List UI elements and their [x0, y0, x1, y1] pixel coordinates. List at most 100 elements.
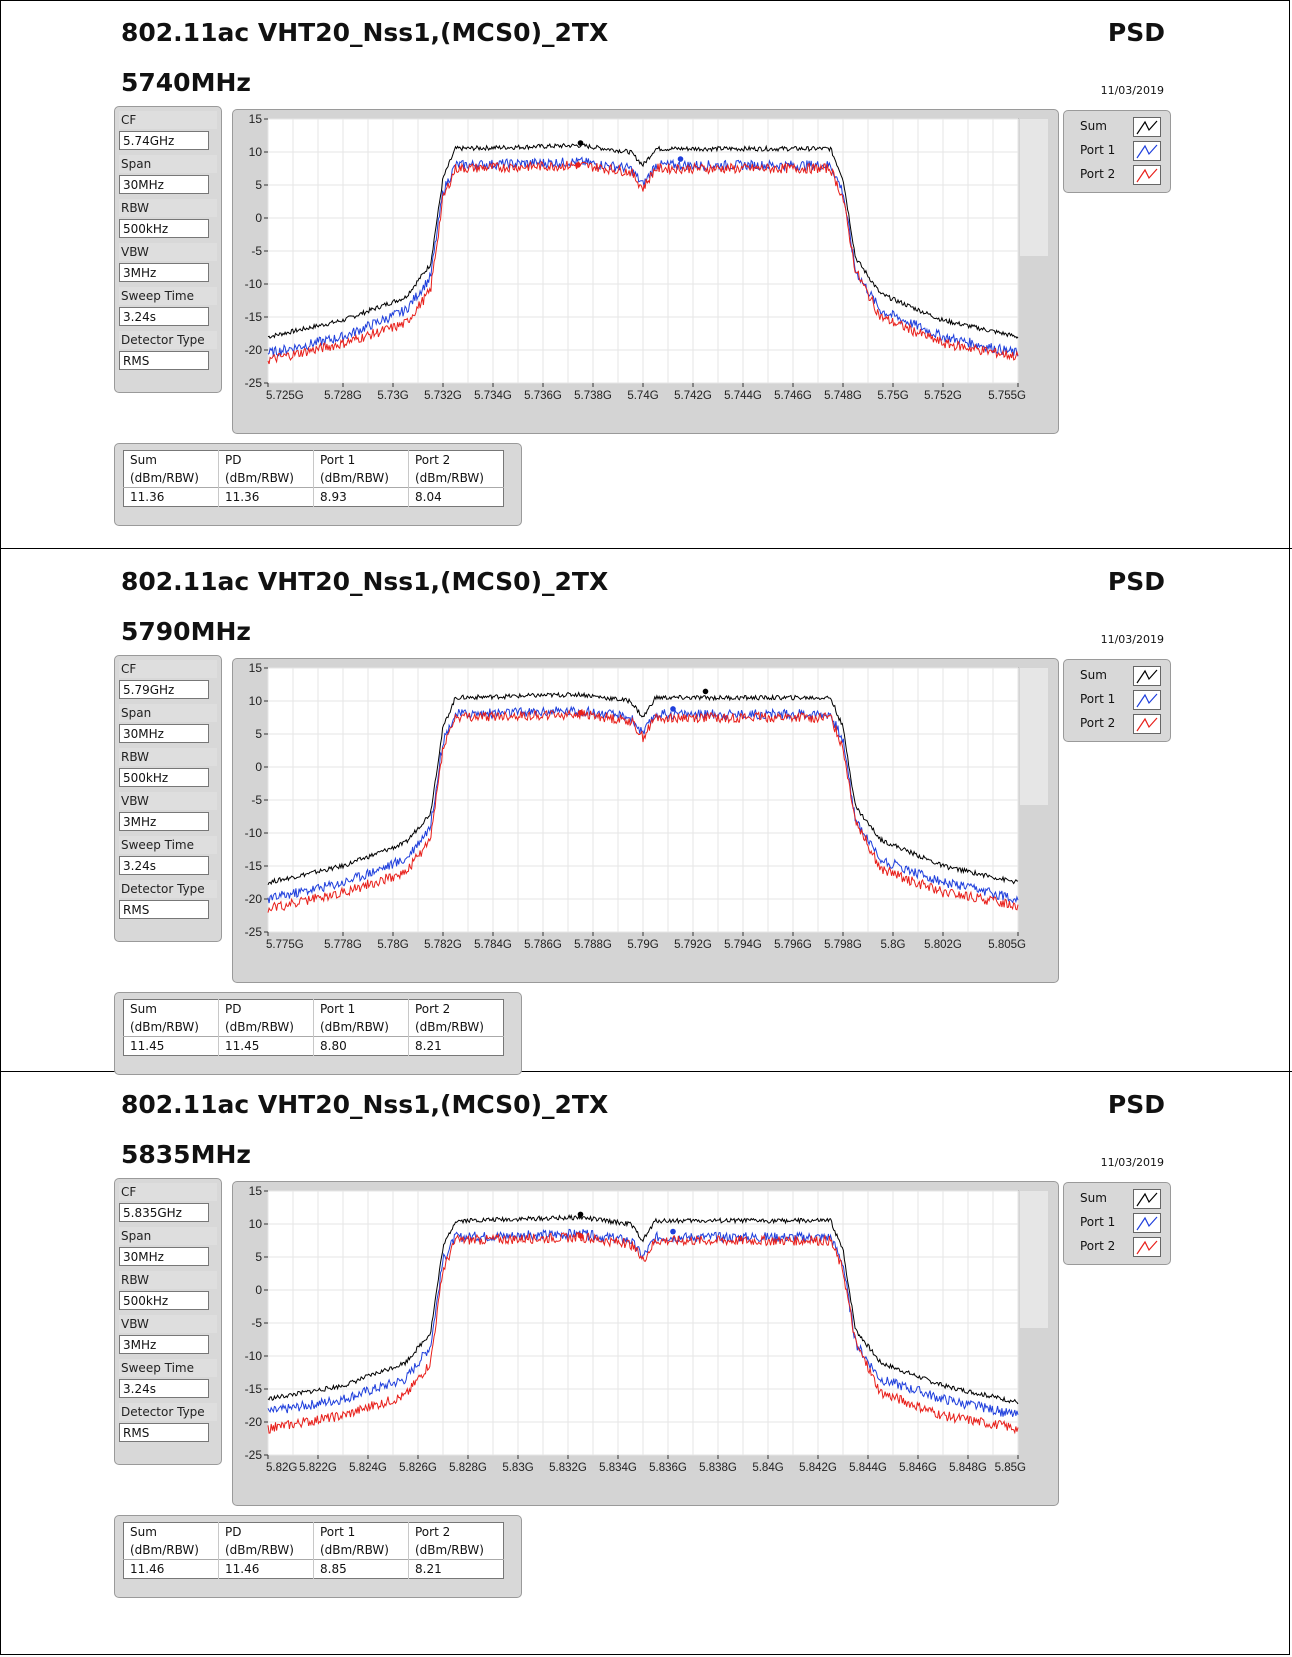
setting-value-field[interactable]: 3MHz — [119, 1335, 209, 1354]
setting-label: Detector Type — [119, 880, 217, 898]
legend-label: Sum — [1080, 1191, 1107, 1205]
results-cell: (dBm/RBW) — [313, 1018, 409, 1037]
panel-title: 802.11ac VHT20_Nss1,(MCS0)_2TX — [121, 567, 609, 596]
setting-label: CF — [119, 1183, 217, 1201]
frame-highlight — [1020, 668, 1048, 805]
x-tick-label: 5.832G — [549, 1462, 587, 1474]
setting-value-field[interactable]: 5.79GHz — [119, 680, 209, 699]
setting-value-field[interactable]: 30MHz — [119, 724, 209, 743]
date-label: 11/03/2019 — [1100, 1156, 1164, 1169]
legend-swatch-icon — [1133, 666, 1161, 686]
setting-value-field[interactable]: 3.24s — [119, 1379, 209, 1398]
setting-value-field[interactable]: 3MHz — [119, 812, 209, 831]
results-row-headers: Sum PD Port 1 Port 2 — [124, 999, 504, 1018]
legend-item[interactable]: Port 1 — [1064, 141, 1170, 165]
setting-value-field[interactable]: 5.835GHz — [119, 1203, 209, 1222]
legend-label: Sum — [1080, 119, 1107, 133]
results-cell: (dBm/RBW) — [130, 471, 199, 485]
results-row-units: (dBm/RBW) (dBm/RBW) (dBm/RBW) (dBm/RBW) — [124, 469, 504, 488]
setting-value-field[interactable]: 30MHz — [119, 175, 209, 194]
setting-value-field[interactable]: 500kHz — [119, 1291, 209, 1310]
setting-label: RBW — [119, 1271, 217, 1289]
x-tick-label: 5.748G — [824, 390, 862, 402]
results-cell: PD — [218, 450, 314, 469]
setting-value-field[interactable]: 500kHz — [119, 768, 209, 787]
x-tick-label: 5.752G — [924, 390, 962, 402]
results-cell: 8.85 — [313, 1559, 409, 1579]
setting-value-field[interactable]: RMS — [119, 900, 209, 919]
legend-swatch-svg — [1136, 1216, 1158, 1231]
results-cell: (dBm/RBW) — [130, 1020, 199, 1034]
setting-value-field[interactable]: 3.24s — [119, 856, 209, 875]
peak-marker — [577, 1233, 584, 1239]
legend-swatch-icon — [1133, 1213, 1161, 1233]
y-tick-label: 5 — [255, 727, 262, 741]
series-line-port-2 — [267, 160, 1019, 365]
setting-value-field[interactable]: RMS — [119, 351, 209, 370]
legend-swatch-icon — [1133, 1237, 1161, 1257]
x-tick-label: 5.794G — [724, 939, 762, 951]
y-tick-label: 5 — [255, 1250, 262, 1264]
y-tick-label: -20 — [245, 343, 263, 357]
x-tick-label: 5.848G — [949, 1462, 987, 1474]
results-cell: 8.93 — [313, 487, 409, 507]
legend-item[interactable]: Sum — [1064, 666, 1170, 690]
date-label: 11/03/2019 — [1100, 84, 1164, 97]
legend-swatch-icon — [1133, 714, 1161, 734]
series-line-sum — [267, 691, 1019, 886]
legend-swatch-svg — [1136, 1240, 1158, 1255]
legend-item[interactable]: Sum — [1064, 1189, 1170, 1213]
setting-value-field[interactable]: 30MHz — [119, 1247, 209, 1266]
legend-item[interactable]: Sum — [1064, 117, 1170, 141]
legend-swatch-svg — [1136, 120, 1158, 135]
peak-marker — [670, 1228, 676, 1235]
results-row-units: (dBm/RBW) (dBm/RBW) (dBm/RBW) (dBm/RBW) — [124, 1018, 504, 1037]
x-tick-label: 5.736G — [524, 390, 562, 402]
results-cell: 8.21 — [408, 1036, 504, 1056]
x-tick-label: 5.73G — [377, 390, 408, 402]
psd-label: PSD — [1107, 1090, 1165, 1119]
results-row-units: (dBm/RBW) (dBm/RBW) (dBm/RBW) (dBm/RBW) — [124, 1541, 504, 1560]
legend-label: Port 2 — [1080, 167, 1116, 181]
legend-item[interactable]: Port 2 — [1064, 714, 1170, 738]
psd-panel-1: 802.11ac VHT20_Nss1,(MCS0)_2TX PSD 5740MHz… — [0, 0, 1292, 549]
legend-item[interactable]: Port 2 — [1064, 165, 1170, 189]
series-line-port-1 — [267, 156, 1019, 357]
y-tick-label: 15 — [249, 1184, 263, 1198]
legend-box: Sum Port 1 Port 2 — [1063, 1182, 1171, 1265]
x-tick-label: 5.802G — [924, 939, 962, 951]
results-row-headers: Sum PD Port 1 Port 2 — [124, 450, 504, 469]
legend-swatch-line — [1136, 717, 1158, 732]
setting-value-field[interactable]: 500kHz — [119, 219, 209, 238]
setting-value-field[interactable]: 5.74GHz — [119, 131, 209, 150]
results-box: Sum PD Port 1 Port 2 (dBm/RBW) (dBm/RBW) (dBm/… — [114, 992, 522, 1075]
setting-value-field[interactable]: 3MHz — [119, 263, 209, 282]
results-row-values: 11.36 11.36 8.93 8.04 — [123, 487, 504, 507]
legend-swatch-svg — [1136, 168, 1158, 183]
legend-swatch-line — [1136, 168, 1158, 183]
results-cell: (dBm/RBW) — [218, 1018, 314, 1037]
legend-box: Sum Port 1 Port 2 — [1063, 659, 1171, 742]
legend-item[interactable]: Port 2 — [1064, 1237, 1170, 1261]
x-tick-label: 5.822G — [299, 1462, 337, 1474]
legend-swatch-icon — [1133, 1189, 1161, 1209]
setting-label: Span — [119, 704, 217, 722]
settings-box: CF 5.79GHz Span 30MHz RBW 500kHz VBW 3MHz Sweep … — [114, 655, 222, 942]
setting-label: RBW — [119, 199, 217, 217]
setting-label: Detector Type — [119, 1403, 217, 1421]
legend-item[interactable]: Port 1 — [1064, 1213, 1170, 1237]
peak-marker — [577, 710, 584, 716]
psd-graph: 15 10 5 0 -5 -10 -15 -20 -25 5.775G 5.778G 5.78G 5.7… — [232, 658, 1059, 983]
settings-box: CF 5.835GHz Span 30MHz RBW 500kHz VBW 3MHz Sweep… — [114, 1178, 222, 1465]
results-cell: Sum — [130, 1002, 157, 1016]
legend-item[interactable]: Port 1 — [1064, 690, 1170, 714]
setting-label: Sweep Time — [119, 287, 217, 305]
legend-label: Port 1 — [1080, 143, 1116, 157]
x-tick-label: 5.834G — [599, 1462, 637, 1474]
x-tick-label: 5.846G — [899, 1462, 937, 1474]
y-tick-label: -25 — [245, 1448, 263, 1462]
legend-label: Port 2 — [1080, 716, 1116, 730]
setting-value-field[interactable]: 3.24s — [119, 307, 209, 326]
setting-value-field[interactable]: RMS — [119, 1423, 209, 1442]
